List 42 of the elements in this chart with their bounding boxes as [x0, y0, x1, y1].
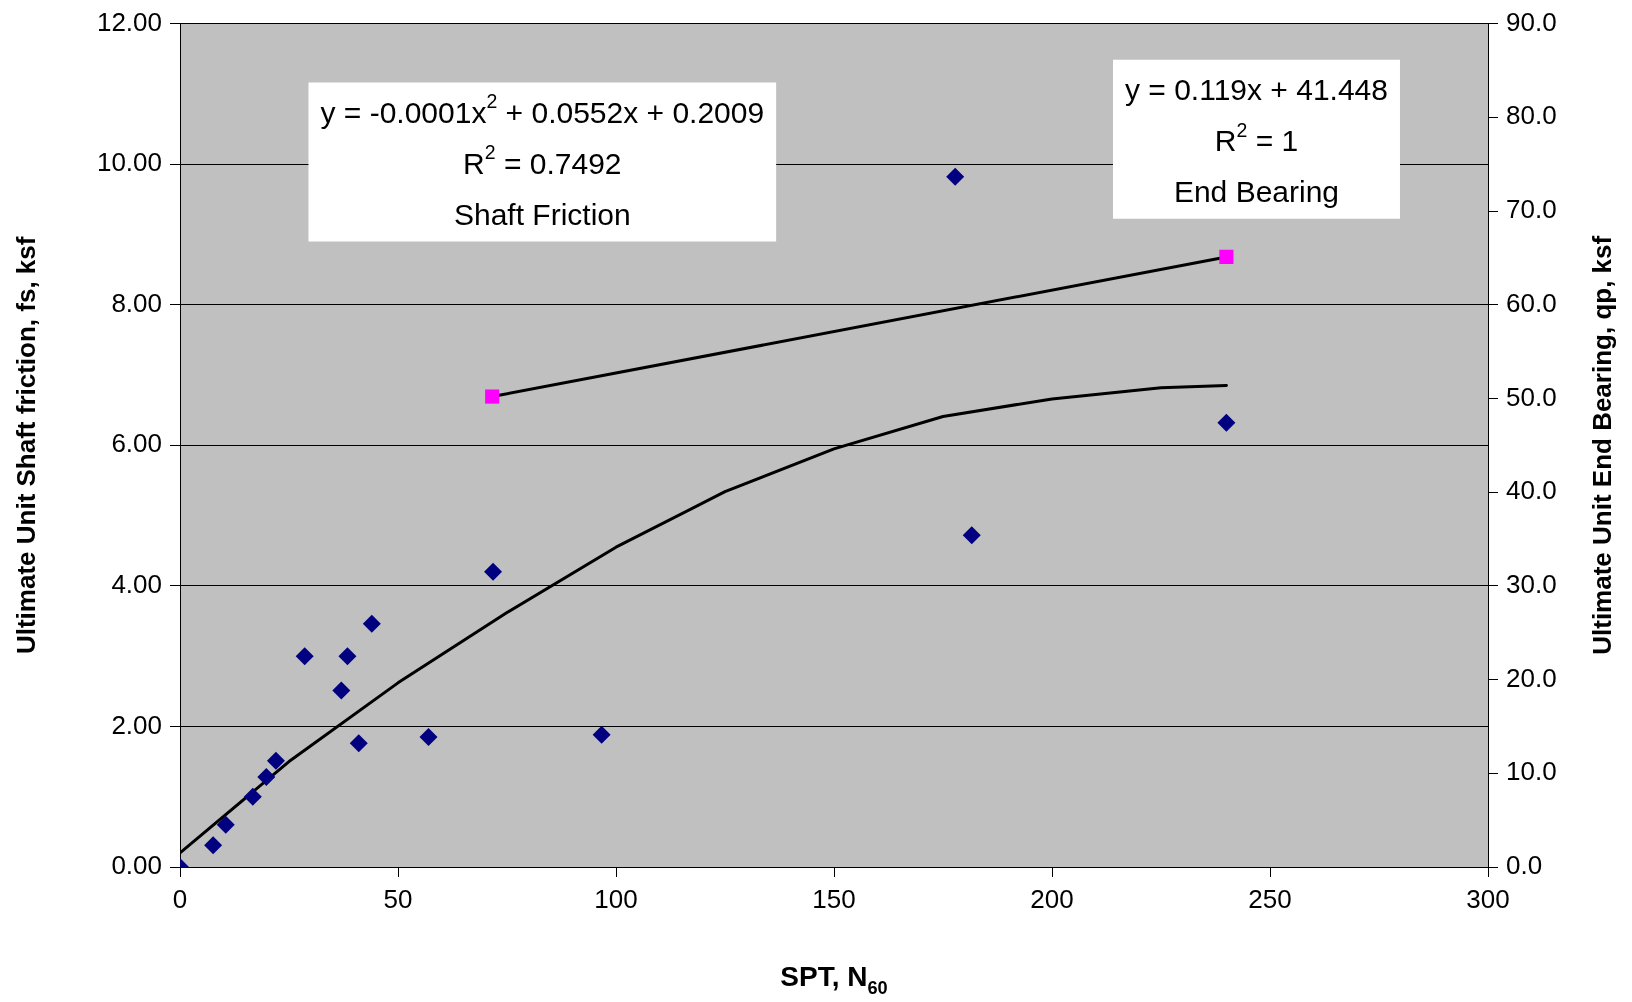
y2-tick-label: 90.0: [1506, 6, 1557, 37]
y2-tick-label: 70.0: [1506, 194, 1557, 225]
point: [1217, 413, 1236, 432]
y2-tick-label: 20.0: [1506, 662, 1557, 693]
x-tick-label: 300: [1466, 883, 1510, 914]
x-tick-label: 250: [1248, 883, 1292, 914]
y-tick-label: 0.00: [111, 850, 162, 881]
point: [962, 526, 981, 545]
point: [332, 681, 351, 700]
x-tick-label: 50: [383, 883, 413, 914]
y2-tick-label: 10.0: [1506, 756, 1557, 787]
point: [338, 647, 357, 666]
x-tick-label: 200: [1030, 883, 1074, 914]
y-tick-label: 6.00: [111, 428, 162, 459]
point: [419, 727, 438, 746]
point: [946, 167, 965, 186]
y-tick-label: 4.00: [111, 569, 162, 600]
y-tick-label: 2.00: [111, 709, 162, 740]
y2-axis-title: Ultimate Unit End Bearing, qp, ksf: [1587, 235, 1618, 655]
y2-tick-label: 40.0: [1506, 475, 1557, 506]
point: [266, 751, 285, 770]
y2-tick-label: 50.0: [1506, 381, 1557, 412]
y-tick-label: 10.00: [96, 147, 162, 178]
y2-tick-label: 30.0: [1506, 569, 1557, 600]
point: [349, 734, 368, 753]
point: [216, 815, 235, 834]
y2-tick-label: 0.0: [1506, 850, 1543, 881]
x-tick-label: 0: [172, 883, 188, 914]
point: [257, 768, 276, 787]
x-tick-label: 100: [594, 883, 638, 914]
y2-tick-label: 60.0: [1506, 287, 1557, 318]
point: [295, 647, 314, 666]
y-axis-title: Ultimate Unit Shaft friction, fs, ksf: [11, 236, 42, 655]
point: [362, 614, 381, 633]
x-tick-label: 150: [812, 883, 856, 914]
point: [484, 562, 503, 581]
point: [243, 787, 262, 806]
y-tick-label: 8.00: [111, 287, 162, 318]
point: [592, 725, 611, 744]
point: [204, 836, 223, 855]
y-tick-label: 12.00: [96, 6, 162, 37]
y2-tick-label: 80.0: [1506, 100, 1557, 131]
